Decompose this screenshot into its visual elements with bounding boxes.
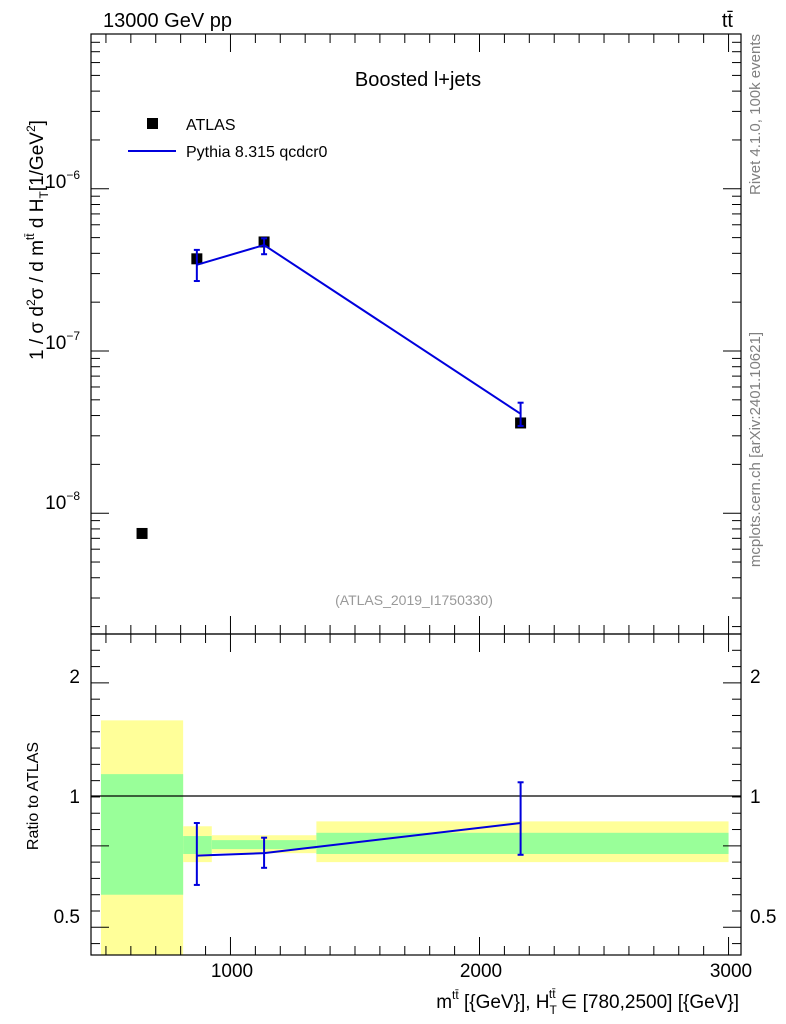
ratio-band-inner-3 [316, 832, 729, 854]
ratio-ticks [91, 634, 741, 955]
ratio-bands [100, 720, 729, 955]
legend-atlas-marker [147, 118, 158, 129]
x-axis-label: mtt̄ [{GeV}], HTtt̄ ∈ [780,2500] [{GeV}] [436, 987, 739, 1017]
pythia-line [196, 243, 522, 415]
ratio-y-tick-label-05: 0.5 [54, 907, 80, 928]
main-ticks [91, 33, 741, 634]
ylabel-pre: 1 / σ d [27, 306, 48, 360]
y-tick-label-1e-7: 10−7 [45, 329, 80, 354]
atlas-data-point [136, 527, 148, 539]
ratio-panel: Ratio to ATLAS 2 1 0.5 2 1 0.5 1000 2000… [25, 633, 776, 1017]
ylabel-mid: σ / d m [27, 240, 48, 299]
ratio-frame [90, 633, 742, 956]
main-y-axis-label: 1 / σ d2σ / d mtt̄ d HT[1/GeV2] [23, 120, 51, 360]
energy-label: 13000 GeV pp [103, 10, 232, 32]
ratio-band-inner-0 [100, 774, 184, 895]
analysis-label: (ATLAS_2019_I1750330) [335, 592, 493, 608]
main-title: Boosted l+jets [355, 69, 481, 91]
ylabel-unit: [1/GeV [27, 132, 48, 191]
legend-pythia-label: Pythia 8.315 qcdcr0 [186, 144, 328, 161]
ylabel-sup2: 2 [24, 299, 38, 306]
mcplots-label: mcplots.cern.ch [arXiv:2401.10621] [747, 332, 764, 567]
ylabel-unit-sup: 2 [24, 125, 38, 132]
process-label: tt̄ [722, 10, 734, 32]
ylabel-tt: tt̄ [23, 233, 37, 240]
ylabel-d: d H [27, 199, 48, 234]
ratio-y-tick-label-1: 1 [69, 787, 80, 808]
rivet-label: Rivet 4.1.0, 100k events [747, 34, 764, 195]
y-tick-label-1e-6: 10−6 [45, 168, 80, 193]
ylabel-close: ] [27, 120, 48, 125]
ratio-y-tick-label-05-right: 0.5 [750, 907, 776, 928]
x-tick-label-3000: 3000 [710, 961, 752, 982]
ratio-y-tick-label-2: 2 [69, 667, 80, 688]
ylabel-t-sub: T [37, 191, 51, 199]
ratio-y-tick-label-1-right: 1 [750, 787, 761, 808]
ratio-y-tick-label-2-right: 2 [750, 667, 761, 688]
ratio-marks [193, 781, 524, 886]
y-tick-label-1e-8: 10−8 [45, 489, 80, 514]
ratio-y-axis-label: Ratio to ATLAS [25, 742, 42, 850]
x-tick-label-2000: 2000 [460, 961, 502, 982]
main-marks [136, 236, 527, 539]
legend-atlas-label: ATLAS [186, 117, 236, 134]
main-panel: Boosted l+jets 1 / σ d2σ / d mtt̄ d HT[1… [23, 33, 742, 635]
x-tick-label-1000: 1000 [211, 961, 253, 982]
